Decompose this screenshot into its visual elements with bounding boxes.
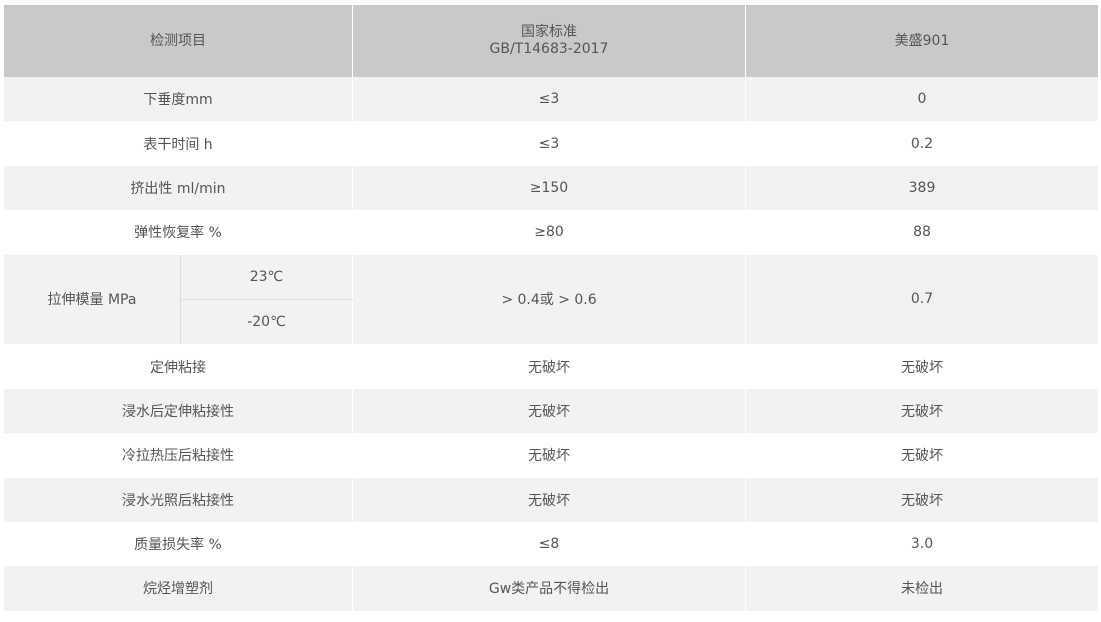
standard-cell: 无破坏 bbox=[352, 433, 746, 478]
table-header: 检测项目 国家标准 GB/T14683-2017 美盛901 bbox=[3, 5, 1099, 77]
header-row: 检测项目 国家标准 GB/T14683-2017 美盛901 bbox=[3, 5, 1099, 77]
result-cell: 无破坏 bbox=[745, 433, 1099, 478]
table-row: 浸水后定伸粘接性 无破坏 无破坏 bbox=[3, 388, 1099, 434]
standard-cell: ≤8 bbox=[352, 521, 746, 567]
item-cell: 浸水光照后粘接性 bbox=[3, 477, 353, 522]
spec-table: 检测项目 国家标准 GB/T14683-2017 美盛901 下垂度mm ≤3 0 表… bbox=[3, 5, 1099, 611]
item-cell: 定伸粘接 bbox=[3, 344, 353, 389]
result-cell: 未检出 bbox=[745, 566, 1099, 611]
result-cell: 无破坏 bbox=[745, 477, 1099, 522]
standard-cell: > 0.4或 > 0.6 bbox=[352, 254, 746, 345]
item-cell: 浸水后定伸粘接性 bbox=[3, 388, 353, 434]
standard-cell: 无破坏 bbox=[352, 388, 746, 434]
item-cell: 弹性恢复率 % bbox=[3, 210, 353, 255]
standard-cell: Gw类产品不得检出 bbox=[352, 566, 746, 611]
table-row: 定伸粘接 无破坏 无破坏 bbox=[3, 344, 1099, 389]
table-row: 冷拉热压后粘接性 无破坏 无破坏 bbox=[3, 433, 1099, 478]
header-standard: 国家标准 GB/T14683-2017 bbox=[352, 5, 746, 77]
header-standard-line: GB/T14683-2017 bbox=[489, 41, 609, 57]
standard-cell: 无破坏 bbox=[352, 477, 746, 522]
item-cell: 质量损失率 % bbox=[3, 521, 353, 567]
item-cell: 下垂度mm bbox=[3, 77, 353, 122]
table-row: 浸水光照后粘接性 无破坏 无破坏 bbox=[3, 477, 1099, 522]
condition-cell: 23℃ bbox=[180, 254, 353, 300]
header-standard-line: 国家标准 bbox=[521, 24, 577, 40]
item-cell: 表干时间 h bbox=[3, 121, 353, 166]
item-cell: 挤出性 ml/min bbox=[3, 165, 353, 211]
result-cell: 88 bbox=[745, 210, 1099, 255]
table-row: 下垂度mm ≤3 0 bbox=[3, 77, 1099, 122]
table-row: 表干时间 h ≤3 0.2 bbox=[3, 121, 1099, 166]
table-row: 质量损失率 % ≤8 3.0 bbox=[3, 521, 1099, 567]
result-cell: 无破坏 bbox=[745, 388, 1099, 434]
result-cell: 0.2 bbox=[745, 121, 1099, 166]
item-cell: 冷拉热压后粘接性 bbox=[3, 433, 353, 478]
item-cell: 烷烃增塑剂 bbox=[3, 566, 353, 611]
table-row: 弹性恢复率 % ≥80 88 bbox=[3, 210, 1099, 255]
header-result: 美盛901 bbox=[745, 5, 1099, 77]
table-row: -20℃ bbox=[4, 299, 1099, 345]
standard-cell: ≤3 bbox=[352, 121, 746, 166]
table-row: 挤出性 ml/min ≥150 389 bbox=[3, 165, 1099, 211]
item-cell: 拉伸模量 MPa bbox=[3, 254, 181, 345]
table-body: 下垂度mm ≤3 0 表干时间 h ≤3 0.2 挤出性 ml/min ≥150 389 弹性恢复… bbox=[3, 77, 1099, 611]
result-cell: 3.0 bbox=[745, 521, 1099, 567]
standard-cell: 无破坏 bbox=[352, 344, 746, 389]
standard-cell: ≤3 bbox=[352, 77, 746, 122]
condition-cell: -20℃ bbox=[180, 299, 353, 345]
standard-cell: ≥80 bbox=[352, 210, 746, 255]
standard-cell: ≥150 bbox=[352, 165, 746, 211]
header-item: 检测项目 bbox=[3, 5, 353, 77]
result-cell: 0 bbox=[745, 77, 1099, 122]
result-cell: 无破坏 bbox=[745, 344, 1099, 389]
table-row: 拉伸模量 MPa 23℃ > 0.4或 > 0.6 0.7 bbox=[3, 254, 1099, 345]
table-row: 烷烃增塑剂 Gw类产品不得检出 未检出 bbox=[3, 566, 1099, 611]
result-cell: 389 bbox=[745, 165, 1099, 211]
result-cell: 0.7 bbox=[745, 254, 1099, 345]
